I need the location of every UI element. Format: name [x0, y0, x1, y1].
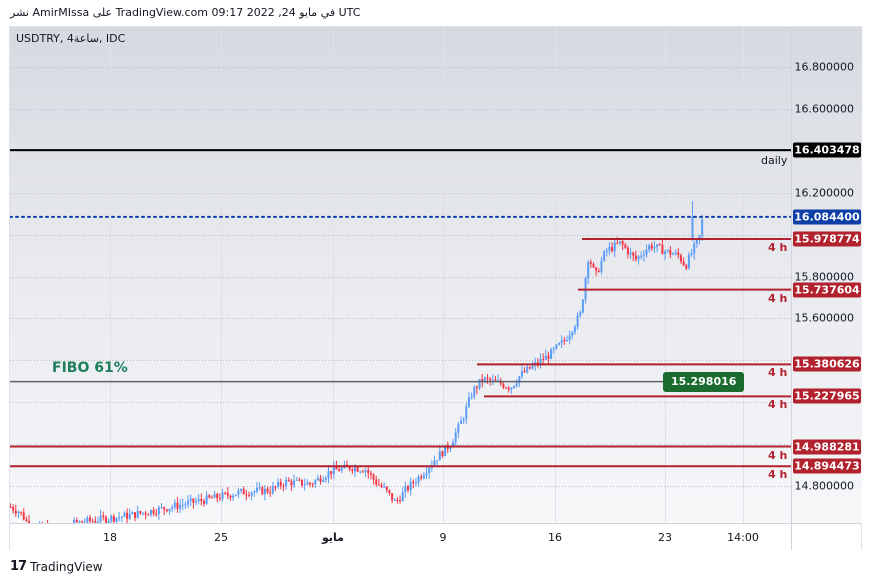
time-tick-label: 14:00: [727, 531, 759, 544]
candlestick-chart: [10, 27, 791, 523]
price-axis[interactable]: 16.800000 16.600000 16.200000 15.800000 15.6…: [791, 27, 862, 523]
symbol-label: USDTRY, 4ساعة, IDC: [16, 32, 126, 45]
h4-label: 4 h: [768, 241, 788, 255]
price-tick-label: 16.200000: [794, 186, 855, 200]
time-axis[interactable]: 18 25 مايو 9 16 23 14:00: [10, 523, 861, 550]
tradingview-logo[interactable]: 17 TradingView: [10, 559, 103, 574]
fibo-value-badge: 15.298016: [663, 371, 745, 392]
4h-level-price-label: 15.737604: [793, 282, 861, 298]
daily-level-label: daily: [761, 154, 788, 168]
4h-level-price-label: 15.380626: [793, 356, 861, 372]
last-price-price-label: 16.084400: [793, 209, 861, 225]
axis-corner: [791, 523, 862, 550]
fibo-label: FIBO 61%: [52, 359, 128, 376]
price-tick-label: 16.600000: [794, 102, 855, 116]
4h-level-price-label: 14.988281: [793, 439, 861, 455]
time-tick-label: 16: [548, 531, 562, 544]
time-tick-label: 9: [439, 531, 447, 544]
time-tick-label: مايو: [322, 531, 344, 544]
h4-label: 4 h: [768, 291, 788, 305]
price-tick-label: 15.600000: [794, 311, 855, 325]
h4-label: 4 h: [768, 468, 788, 482]
chart-plot-area[interactable]: USDTRY, 4ساعة, IDC FIBO 61% 15.298016 da…: [10, 27, 791, 523]
time-tick-label: 23: [658, 531, 672, 544]
daily-level-price-label: 16.403478: [793, 142, 861, 158]
h4-label: 4 h: [768, 448, 788, 462]
h4-label: 4 h: [768, 398, 788, 412]
h4-label: 4 h: [768, 366, 788, 380]
tradingview-logo-text: TradingView: [30, 559, 103, 574]
time-tick-label: 18: [103, 531, 117, 544]
price-tick-label: 16.800000: [794, 60, 855, 74]
4h-level-price-label: 14.894473: [793, 458, 861, 474]
4h-level-price-label: 15.227965: [793, 388, 861, 404]
price-tick-label: 15.800000: [794, 270, 855, 283]
tradingview-logo-icon: 17: [10, 559, 27, 574]
4h-level-price-label: 15.978774: [793, 231, 861, 247]
price-tick-label: 14.800000: [794, 479, 855, 493]
time-tick-label: 25: [214, 531, 228, 544]
publish-caption: نشر AmirMIssa على TradingView.com 09:17 …: [10, 6, 361, 19]
